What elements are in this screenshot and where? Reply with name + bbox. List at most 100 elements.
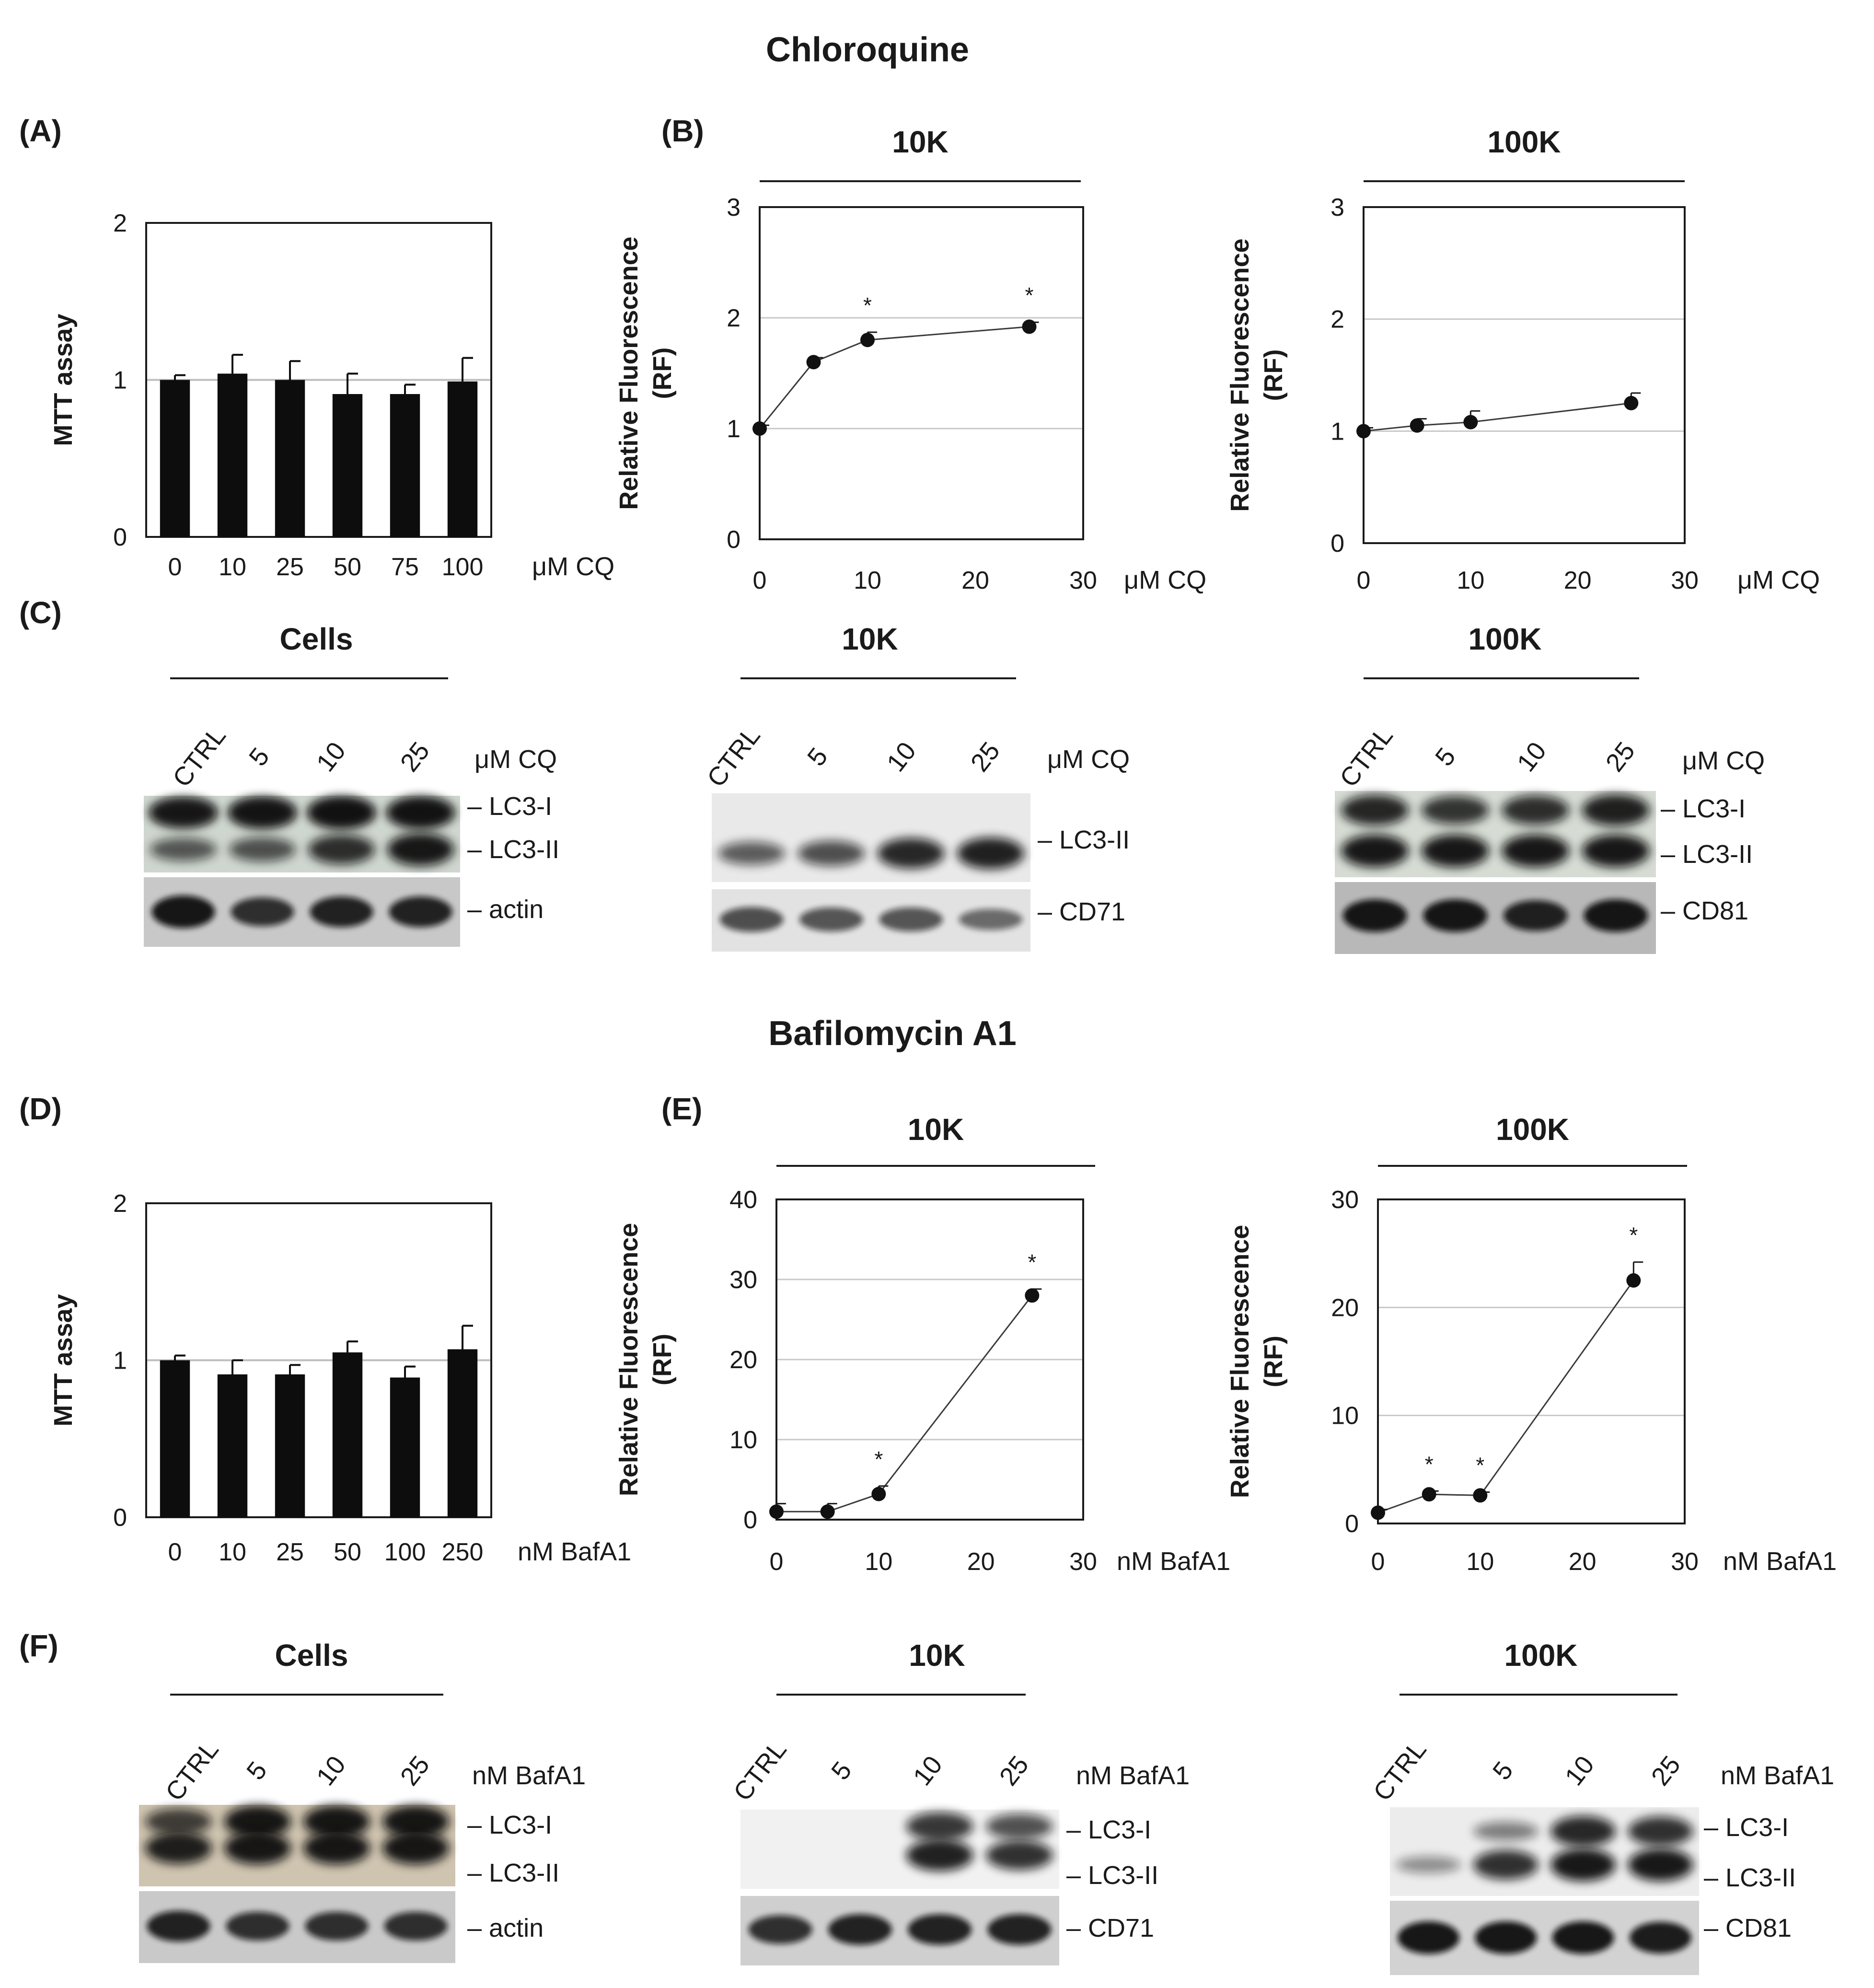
lane-label: 25 (994, 1751, 1034, 1791)
condition-title: 10K (908, 1112, 964, 1147)
blot-unit-label: nM BafA1 (472, 1761, 586, 1790)
blot-10k-bafilomycin: 10K CTRL 5 10 25 nM BafA1 – LC3-I – LC3-II – CD7… (728, 1638, 1190, 1965)
protein-band (150, 797, 217, 828)
x-tick-label: 30 (1069, 567, 1097, 594)
protein-band (145, 1808, 212, 1835)
y-axis-label-units: (RF) (1259, 1336, 1288, 1387)
x-tick-label: 10 (219, 1538, 246, 1566)
band-label: – actin (467, 895, 544, 924)
protein-band (1552, 1921, 1614, 1954)
lane-label: 10 (881, 737, 922, 777)
y-tick-label: 0 (1330, 530, 1344, 558)
protein-band (719, 907, 784, 932)
significance-asterisk: * (1629, 1223, 1638, 1248)
x-tick-label: 10 (865, 1548, 892, 1576)
protein-band (908, 1914, 972, 1945)
band-label: – CD81 (1704, 1914, 1792, 1942)
chart-rf-100k-bafilomycin: 100K 0 10 20 30 0 10 20 30 nM BafA1 * * * Relative Fl… (1226, 1112, 1837, 1576)
x-tick-label: 0 (753, 567, 767, 594)
lane-label: 25 (1646, 1751, 1686, 1791)
x-tick-label: 0 (1371, 1548, 1385, 1576)
y-axis-label-units: (RF) (1259, 349, 1288, 401)
condition-title: 100K (1496, 1112, 1569, 1147)
condition-title: 10K (892, 125, 948, 159)
data-point (769, 1504, 784, 1519)
y-tick-label: 2 (727, 304, 740, 332)
protein-band (231, 897, 294, 926)
band-label: – LC3-II (467, 835, 559, 864)
protein-band (1475, 1921, 1537, 1954)
protein-band (151, 895, 215, 928)
x-tick-label: 75 (391, 553, 419, 581)
lane-label: 25 (1600, 737, 1641, 777)
chart-mtt-bafilomycin: 0 1 2 0 10 25 50 100 250 nM BafA1 MTT assay (49, 1190, 631, 1566)
protein-band (303, 1805, 370, 1838)
protein-band (1421, 796, 1489, 825)
lane-label: 25 (395, 1751, 435, 1791)
y-tick-label: 30 (1331, 1186, 1359, 1214)
y-axis-label: Relative Fluorescence (1226, 238, 1254, 512)
lane-label: 5 (241, 1756, 273, 1786)
x-tick-label: 50 (334, 553, 361, 581)
band-label: – LC3-I (1661, 794, 1746, 823)
protein-band (305, 1912, 369, 1941)
x-tick-label: 20 (1569, 1548, 1596, 1576)
section-title-bafilomycin: Bafilomycin A1 (768, 1014, 1016, 1053)
protein-band (957, 837, 1024, 869)
protein-band (382, 1805, 449, 1838)
x-tick-label: 20 (961, 567, 989, 594)
protein-band (1473, 1850, 1539, 1880)
band-label: – CD71 (1066, 1914, 1154, 1942)
protein-band (387, 833, 454, 866)
protein-band (382, 1832, 449, 1864)
panel-letter-a: (A) (19, 114, 62, 148)
significance-asterisk: * (863, 293, 872, 318)
x-tick-label: 100 (442, 553, 484, 581)
protein-band (387, 796, 454, 829)
y-tick-label: 20 (729, 1346, 757, 1374)
panel-letter-c: (C) (19, 595, 62, 630)
protein-band (1628, 1848, 1693, 1881)
protein-band (1628, 1816, 1693, 1846)
protein-band (1582, 794, 1650, 826)
bar (332, 394, 363, 537)
lane-label: CTRL (167, 721, 231, 792)
x-tick-label: 25 (276, 553, 304, 581)
plot-frame (145, 1202, 492, 1518)
data-point (1371, 1505, 1385, 1520)
section-title-chloroquine: Chloroquine (766, 31, 969, 69)
protein-band (229, 837, 296, 862)
y-tick-label: 2 (113, 209, 127, 237)
x-unit-label: μM CQ (1124, 566, 1206, 594)
band-label: – LC3-II (1038, 825, 1130, 854)
data-point (1022, 319, 1037, 334)
x-unit-label: μM CQ (532, 552, 614, 581)
x-tick-label: 30 (1671, 567, 1699, 594)
plot-frame (1363, 206, 1686, 544)
y-tick-label: 1 (727, 415, 740, 443)
x-tick-label: 20 (1564, 567, 1592, 594)
protein-band (1582, 835, 1650, 867)
protein-band (1629, 1922, 1691, 1953)
protein-band (308, 796, 375, 829)
x-unit-label: nM BafA1 (1117, 1547, 1230, 1576)
protein-band (1341, 835, 1409, 867)
panel-letter-b: (B) (661, 114, 704, 148)
significance-asterisk: * (1028, 1250, 1036, 1275)
x-tick-label: 0 (168, 1538, 182, 1566)
chart-mtt-chloroquine: 0 1 2 0 10 25 50 75 100 μM CQ MTT assay (49, 209, 614, 581)
bar (275, 380, 305, 537)
x-tick-label: 30 (1069, 1548, 1097, 1576)
y-tick-label: 10 (1331, 1402, 1359, 1430)
x-tick-label: 250 (442, 1538, 484, 1566)
protein-band (1502, 835, 1570, 867)
y-tick-label: 0 (1345, 1510, 1359, 1538)
protein-band (906, 1812, 973, 1841)
lane-label: CTRL (1334, 721, 1399, 792)
data-point (1473, 1488, 1488, 1503)
plot-frame (1377, 1198, 1686, 1524)
blot-unit-label: μM CQ (1682, 746, 1765, 775)
plot-frame (759, 206, 1084, 540)
